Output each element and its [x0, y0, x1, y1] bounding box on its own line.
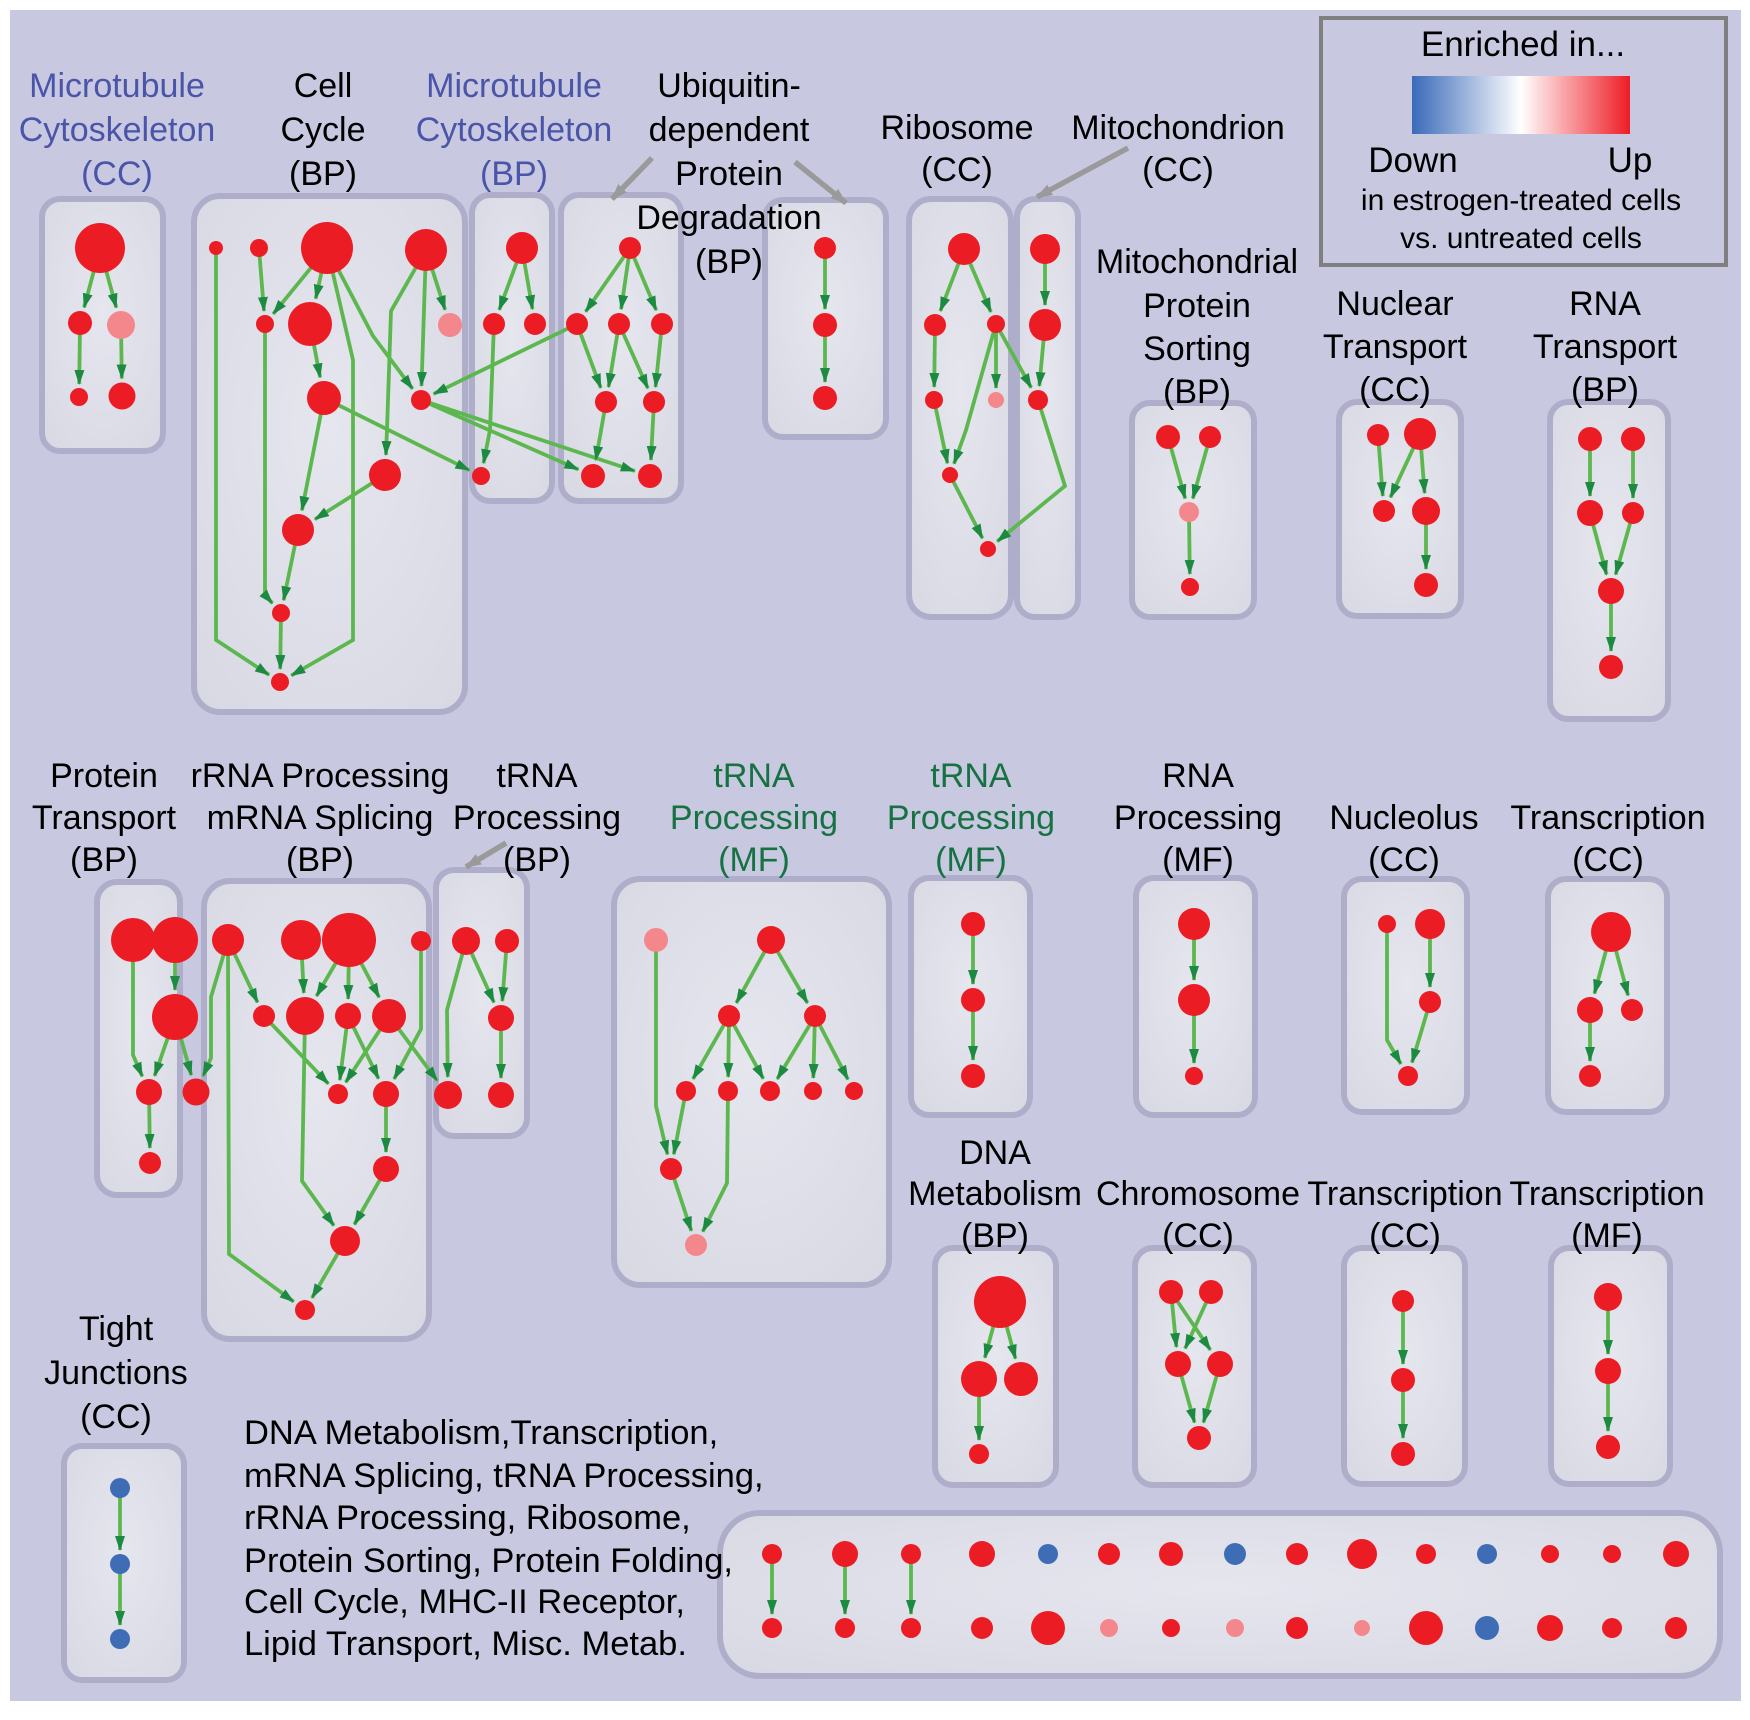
svg-text:(BP): (BP) — [286, 841, 354, 879]
svg-text:Protein: Protein — [50, 757, 158, 795]
svg-text:(CC): (CC) — [1572, 841, 1644, 879]
svg-text:Degradation: Degradation — [636, 199, 821, 237]
svg-text:Protein: Protein — [1143, 287, 1251, 325]
svg-text:(BP): (BP) — [289, 155, 357, 193]
svg-text:DNA Metabolism,Transcription,: DNA Metabolism,Transcription, — [244, 1414, 718, 1452]
svg-text:(CC): (CC) — [81, 155, 153, 193]
svg-text:(CC): (CC) — [921, 151, 993, 189]
svg-text:Protein Sorting, Protein Foldi: Protein Sorting, Protein Folding, — [244, 1542, 733, 1580]
svg-text:Microtubule: Microtubule — [29, 67, 205, 105]
svg-text:Lipid Transport, Misc. Metab.: Lipid Transport, Misc. Metab. — [244, 1625, 687, 1663]
svg-text:(BP): (BP) — [961, 1217, 1029, 1255]
svg-text:Mitochondrion: Mitochondrion — [1071, 109, 1285, 147]
svg-text:tRNA: tRNA — [930, 757, 1012, 795]
svg-text:Chromosome: Chromosome — [1096, 1175, 1300, 1213]
svg-text:Cycle: Cycle — [280, 111, 365, 149]
svg-text:Mitochondrial: Mitochondrial — [1096, 243, 1298, 281]
svg-text:Transcription: Transcription — [1307, 1175, 1502, 1213]
svg-text:rRNA Processing, Ribosome,: rRNA Processing, Ribosome, — [244, 1499, 691, 1537]
svg-text:Transport: Transport — [1533, 328, 1678, 366]
svg-text:in estrogen-treated cells: in estrogen-treated cells — [1361, 184, 1681, 217]
svg-text:Nucleolus: Nucleolus — [1329, 799, 1478, 837]
svg-text:Sorting: Sorting — [1143, 330, 1251, 368]
svg-text:(MF): (MF) — [1162, 841, 1234, 879]
svg-text:dependent: dependent — [649, 111, 810, 149]
svg-text:(CC): (CC) — [1369, 1217, 1441, 1255]
svg-text:Down: Down — [1368, 141, 1457, 180]
svg-text:mRNA Splicing: mRNA Splicing — [207, 799, 434, 837]
svg-text:Transport: Transport — [1323, 328, 1468, 366]
svg-text:Cytoskeleton: Cytoskeleton — [416, 111, 613, 149]
svg-text:tRNA: tRNA — [496, 757, 578, 795]
svg-text:Processing: Processing — [670, 799, 838, 837]
svg-text:Microtubule: Microtubule — [426, 67, 602, 105]
svg-text:(CC): (CC) — [1142, 151, 1214, 189]
svg-text:Enriched in...: Enriched in... — [1421, 25, 1625, 64]
svg-text:Ribosome: Ribosome — [880, 109, 1033, 147]
svg-text:(CC): (CC) — [1162, 1217, 1234, 1255]
svg-text:tRNA: tRNA — [713, 757, 795, 795]
svg-text:Protein: Protein — [675, 155, 783, 193]
svg-text:vs. untreated cells: vs. untreated cells — [1400, 222, 1642, 255]
svg-text:RNA: RNA — [1162, 757, 1234, 795]
svg-text:(MF): (MF) — [718, 841, 790, 879]
svg-text:Junctions: Junctions — [44, 1354, 188, 1392]
svg-text:(BP): (BP) — [70, 841, 138, 879]
svg-text:Tight: Tight — [79, 1310, 154, 1348]
svg-text:Cytoskeleton: Cytoskeleton — [19, 111, 216, 149]
svg-text:Nuclear: Nuclear — [1336, 285, 1453, 323]
svg-text:(MF): (MF) — [1571, 1217, 1643, 1255]
svg-text:Cell: Cell — [294, 67, 353, 105]
svg-text:Up: Up — [1608, 141, 1653, 180]
svg-text:DNA: DNA — [959, 1134, 1031, 1172]
svg-text:(CC): (CC) — [1368, 841, 1440, 879]
svg-text:rRNA Processing: rRNA Processing — [191, 757, 450, 795]
svg-text:(BP): (BP) — [1163, 373, 1231, 411]
svg-text:(BP): (BP) — [503, 841, 571, 879]
svg-text:RNA: RNA — [1569, 285, 1641, 323]
svg-text:Transport: Transport — [32, 799, 177, 837]
svg-text:(CC): (CC) — [1359, 371, 1431, 409]
svg-text:Cell Cycle, MHC-II Receptor,: Cell Cycle, MHC-II Receptor, — [244, 1583, 685, 1621]
svg-text:(BP): (BP) — [695, 243, 763, 281]
svg-text:Transcription: Transcription — [1510, 799, 1705, 837]
svg-text:(BP): (BP) — [480, 155, 548, 193]
svg-text:mRNA Splicing, tRNA Processing: mRNA Splicing, tRNA Processing, — [244, 1457, 764, 1495]
svg-text:Metabolism: Metabolism — [908, 1175, 1082, 1213]
svg-text:Transcription: Transcription — [1509, 1175, 1704, 1213]
svg-text:(MF): (MF) — [935, 841, 1007, 879]
svg-text:(CC): (CC) — [80, 1398, 152, 1436]
svg-text:(BP): (BP) — [1571, 371, 1639, 409]
svg-text:Processing: Processing — [1114, 799, 1282, 837]
svg-text:Processing: Processing — [887, 799, 1055, 837]
svg-text:Processing: Processing — [453, 799, 621, 837]
svg-text:Ubiquitin-: Ubiquitin- — [657, 67, 801, 105]
